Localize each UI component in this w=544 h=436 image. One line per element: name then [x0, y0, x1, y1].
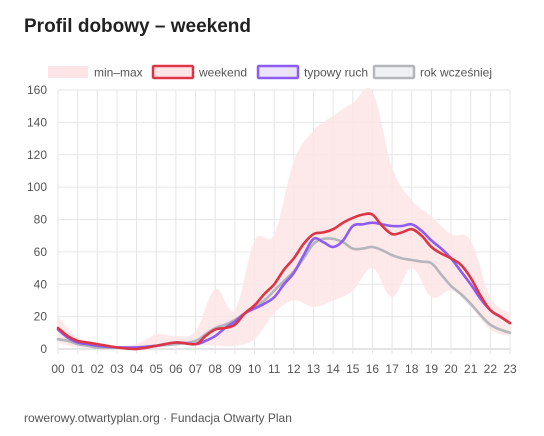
y-tick-label: 20 [34, 310, 48, 324]
legend-swatch [151, 64, 195, 80]
x-tick-label: 16 [366, 362, 380, 376]
x-tick-label: 07 [189, 362, 203, 376]
legend: min–max weekend typowy ruch rok wcześniej [48, 64, 492, 80]
y-tick-label: 120 [27, 148, 47, 162]
x-tick-label: 14 [326, 362, 340, 376]
y-tick-label: 140 [27, 115, 47, 129]
legend-label: min–max [94, 66, 143, 80]
legend-swatch [372, 64, 416, 80]
x-tick-label: 02 [91, 362, 105, 376]
footer: rowerowy.otwartyplan.org · Fundacja Otwa… [24, 411, 292, 425]
x-tick-label: 18 [405, 362, 419, 376]
x-tick-label: 04 [130, 362, 144, 376]
y-tick-label: 40 [34, 277, 48, 291]
legend-label: typowy ruch [304, 66, 368, 80]
x-tick-label: 15 [346, 362, 360, 376]
minmax-band [58, 87, 510, 350]
y-tick-label: 100 [27, 180, 47, 194]
x-axis: 00 01 02 03 04 05 06 07 08 09 10 11 12 13 14 15 16 17 18 19… [51, 362, 517, 376]
x-tick-label: 12 [287, 362, 301, 376]
y-tick-label: 160 [27, 83, 47, 97]
x-tick-label: 17 [385, 362, 399, 376]
legend-swatch [256, 64, 300, 80]
x-tick-label: 21 [464, 362, 478, 376]
x-tick-label: 19 [425, 362, 439, 376]
x-tick-label: 08 [209, 362, 223, 376]
legend-label: rok wcześniej [420, 66, 492, 80]
x-tick-label: 13 [307, 362, 321, 376]
y-tick-label: 80 [34, 213, 48, 227]
y-tick-label: 60 [34, 245, 48, 259]
y-axis: 0 20 40 60 80 100 120 140 160 [27, 83, 47, 356]
x-tick-label: 11 [268, 362, 281, 376]
legend-swatch [48, 66, 88, 78]
series-line-weekend [56, 212, 512, 351]
x-tick-label: 22 [484, 362, 498, 376]
x-tick-label: 10 [248, 362, 262, 376]
x-tick-label: 20 [444, 362, 458, 376]
x-tick-label: 23 [503, 362, 517, 376]
x-tick-label: 06 [169, 362, 183, 376]
chart-title: Profil dobowy – weekend [24, 16, 251, 37]
y-tick-label: 0 [40, 342, 47, 356]
x-tick-label: 03 [110, 362, 124, 376]
x-tick-label: 01 [71, 362, 85, 376]
band-layer [58, 87, 510, 350]
legend-label: weekend [198, 66, 247, 80]
x-tick-label: 09 [228, 362, 242, 376]
series-layer [56, 212, 512, 351]
x-tick-label: 00 [51, 362, 65, 376]
x-tick-label: 05 [150, 362, 164, 376]
